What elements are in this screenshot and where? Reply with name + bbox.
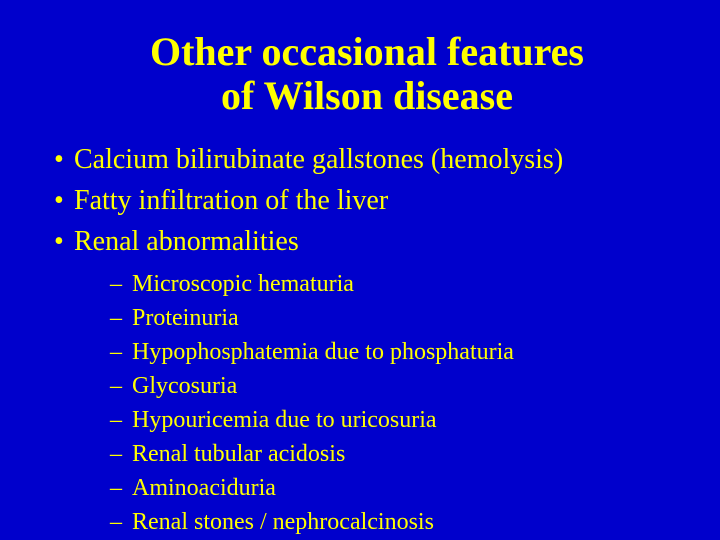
sub-bullet-text: Microscopic hematuria xyxy=(132,271,354,297)
dash-icon: – xyxy=(110,269,122,299)
dash-icon: – xyxy=(110,337,122,367)
list-item: • Fatty infiltration of the liver xyxy=(54,183,680,218)
bullet-icon: • xyxy=(54,183,64,218)
sub-bullet-text: Proteinuria xyxy=(132,305,239,331)
dash-icon: – xyxy=(110,405,122,435)
slide: Other occasional features of Wilson dise… xyxy=(0,0,720,540)
title-line-1: Other occasional features xyxy=(150,29,584,74)
slide-title: Other occasional features of Wilson dise… xyxy=(54,30,680,118)
bullet-icon: • xyxy=(54,224,64,259)
title-line-2: of Wilson disease xyxy=(221,73,513,118)
dash-icon: – xyxy=(110,371,122,401)
sub-bullet-text: Hypouricemia due to uricosuria xyxy=(132,407,437,433)
dash-icon: – xyxy=(110,303,122,333)
bullet-text: Renal abnormalities xyxy=(74,226,299,257)
dash-icon: – xyxy=(110,507,122,537)
list-item: – Proteinuria xyxy=(110,303,680,333)
list-item: – Renal tubular acidosis xyxy=(110,439,680,469)
sub-bullet-text: Renal tubular acidosis xyxy=(132,441,345,467)
dash-icon: – xyxy=(110,473,122,503)
bullet-text: Calcium bilirubinate gallstones (hemolys… xyxy=(74,144,563,175)
list-item: – Renal stones / nephrocalcinosis xyxy=(110,507,680,537)
list-item: – Hypophosphatemia due to phosphaturia xyxy=(110,337,680,367)
sub-bullet-text: Hypophosphatemia due to phosphaturia xyxy=(132,339,514,365)
list-item: • Calcium bilirubinate gallstones (hemol… xyxy=(54,142,680,177)
list-item: • Renal abnormalities xyxy=(54,224,680,259)
bullet-list: • Calcium bilirubinate gallstones (hemol… xyxy=(54,142,680,537)
list-item: – Microscopic hematuria xyxy=(110,269,680,299)
list-item: – Aminoaciduria xyxy=(110,473,680,503)
list-item: – Glycosuria xyxy=(110,371,680,401)
bullet-icon: • xyxy=(54,142,64,177)
bullet-text: Fatty infiltration of the liver xyxy=(74,185,388,216)
sub-bullet-text: Glycosuria xyxy=(132,373,237,399)
sub-bullet-text: Aminoaciduria xyxy=(132,475,276,501)
list-item: – Hypouricemia due to uricosuria xyxy=(110,405,680,435)
sub-bullet-list: – Microscopic hematuria – Proteinuria – … xyxy=(110,269,680,537)
dash-icon: – xyxy=(110,439,122,469)
sub-bullet-text: Renal stones / nephrocalcinosis xyxy=(132,509,434,535)
